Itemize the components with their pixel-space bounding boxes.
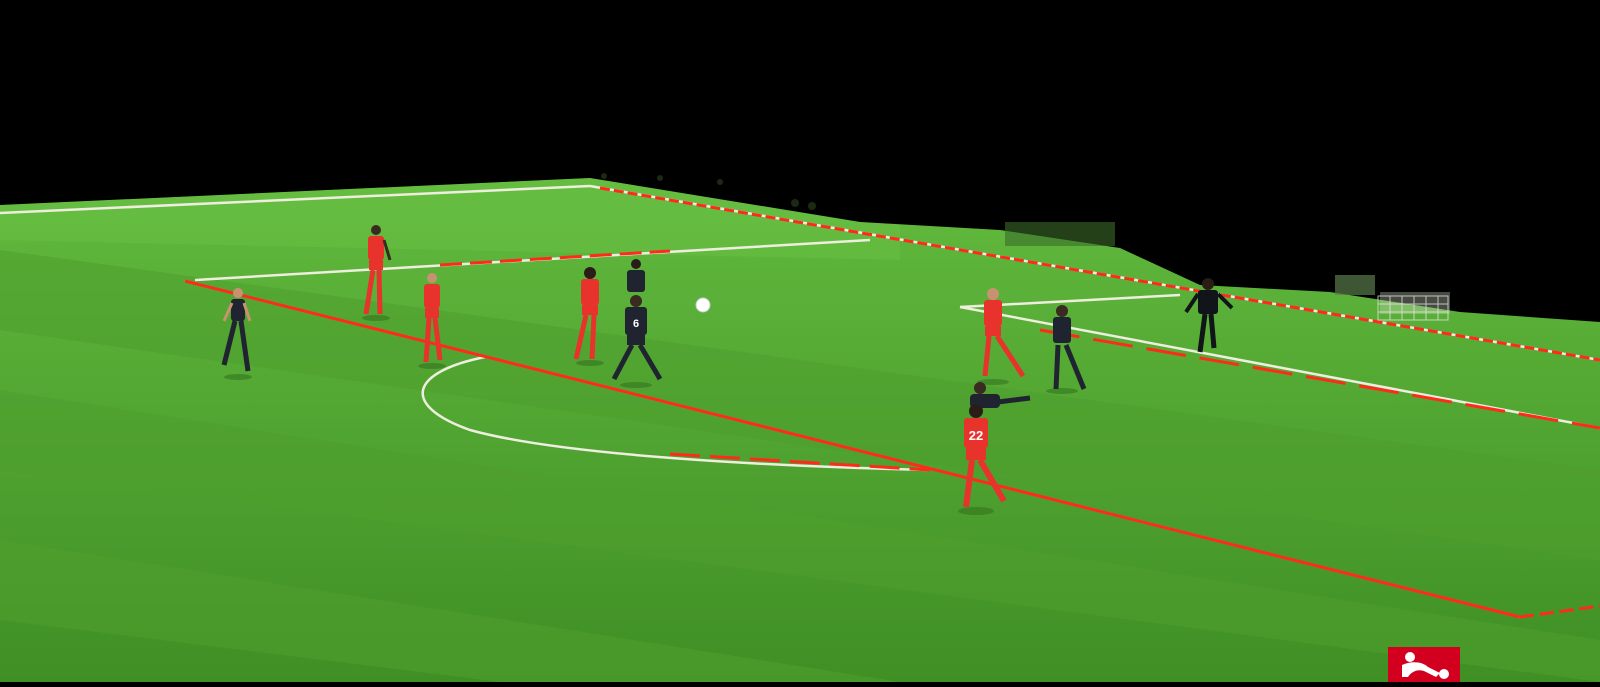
players: 6: [221, 173, 1234, 515]
grass-stripe: [0, 250, 1600, 560]
stadium-fragments: [1005, 222, 1450, 314]
player-number: 6: [633, 318, 639, 330]
bundesliga-logo: [1388, 647, 1460, 682]
highlight-lines: [184, 186, 1600, 619]
grass-stripe: [0, 178, 900, 260]
player-number: 22: [969, 428, 983, 443]
red-highlight-line: [669, 452, 931, 472]
red-highlight-line: [439, 249, 671, 267]
ball: [695, 297, 711, 313]
red-highlight-line: [1519, 604, 1600, 619]
touchline: [0, 184, 591, 215]
player-red: [977, 288, 1026, 385]
player-dark: 6: [611, 295, 663, 388]
player-dark: [1046, 305, 1087, 394]
red-highlight-line: [184, 279, 1521, 619]
player-red: [418, 273, 446, 369]
grass-stripe: [0, 540, 900, 682]
red-highlight-line: [1039, 328, 1600, 430]
grass-stripe: [0, 390, 1600, 682]
player-red: [362, 225, 392, 321]
player-dark: [627, 259, 645, 292]
goal-net: [1377, 295, 1449, 321]
player-red: [573, 267, 604, 366]
player-dark: [221, 288, 252, 380]
red-highlight-line: [599, 186, 1600, 362]
player-goalkeeper: [1184, 278, 1234, 353]
bundesliga-logo-icon: [1402, 652, 1449, 679]
penalty-arc: [421, 355, 931, 472]
player-red: 22: [958, 404, 1007, 515]
distant-figures: [601, 173, 816, 210]
